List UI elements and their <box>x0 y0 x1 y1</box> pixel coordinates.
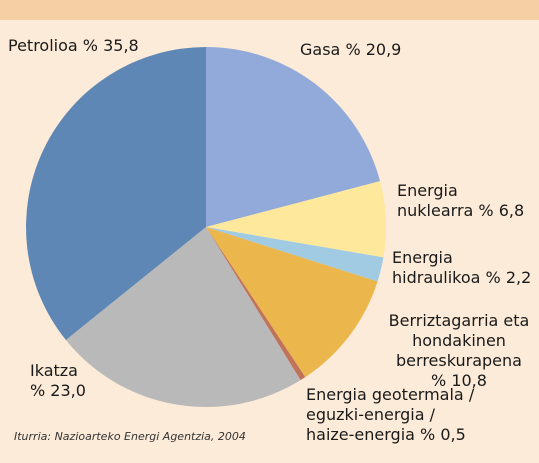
value-label: % 2,2 <box>485 268 532 287</box>
slice-label: Petrolioa % 35,8 <box>8 36 208 56</box>
category-name: Ikatza <box>30 361 78 380</box>
category-name: Energia hidraulikoa <box>392 248 481 287</box>
category-name: Energia geotermala / eguzki-energia / ha… <box>306 385 475 444</box>
slice-label: Gasa % 20,9 <box>300 40 500 60</box>
value-label: % 6,8 <box>478 201 525 220</box>
pie-slice <box>206 181 386 258</box>
slice-label: Energia geotermala / eguzki-energia / ha… <box>306 385 481 445</box>
category-name: Berriztagarria eta hondakinen berreskura… <box>388 311 530 370</box>
slice-label: Ikatza % 23,0 <box>30 361 95 401</box>
value-label: % 35,8 <box>82 36 139 55</box>
pie-slice <box>26 47 206 340</box>
value-label: % 23,0 <box>30 381 86 400</box>
category-name: Petrolioa <box>8 36 78 55</box>
slice-label: Energia hidraulikoa % 2,2 <box>392 248 537 288</box>
header-band <box>0 0 539 20</box>
pie-slice <box>206 47 381 227</box>
category-name: Gasa <box>300 40 341 59</box>
pie-slice <box>65 227 301 407</box>
value-label: % 10,8 <box>431 371 487 390</box>
slice-label: Berriztagarria eta hondakinen berreskura… <box>380 311 538 391</box>
pie-slice <box>206 227 306 381</box>
value-label: % 0,5 <box>420 425 466 444</box>
pie-slice <box>206 227 378 378</box>
source-note: Iturria: Nazioarteko Energi Agentzia, 20… <box>14 430 246 443</box>
pie-slice <box>206 227 384 282</box>
category-name: Energia nuklearra <box>397 181 474 220</box>
value-label: % 20,9 <box>345 40 402 59</box>
slice-label: Energia nuklearra % 6,8 <box>397 181 537 221</box>
